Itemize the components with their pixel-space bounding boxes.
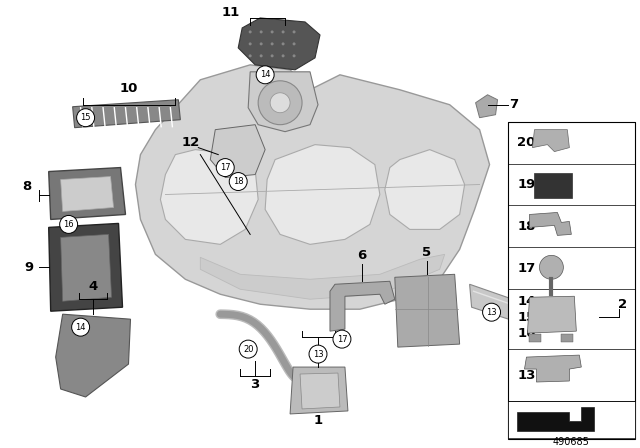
Text: 19: 19 [518,178,536,191]
Text: 12: 12 [181,136,200,149]
Text: 14: 14 [518,295,536,308]
Text: 20: 20 [518,136,536,149]
Text: 11: 11 [221,6,239,19]
Circle shape [249,54,252,57]
Polygon shape [290,367,348,414]
Polygon shape [72,100,180,128]
Polygon shape [49,224,122,311]
Bar [561,334,573,342]
Text: 18: 18 [518,220,536,233]
Polygon shape [476,95,497,118]
Circle shape [72,318,90,336]
Text: 3: 3 [250,378,260,391]
Polygon shape [200,254,445,299]
Text: 1: 1 [314,414,323,427]
Circle shape [60,215,77,233]
Bar [529,334,541,342]
Text: 17: 17 [518,262,536,275]
Polygon shape [470,284,607,351]
Circle shape [260,30,262,34]
Text: 13: 13 [313,349,323,358]
Circle shape [229,172,247,190]
Polygon shape [532,129,570,151]
Circle shape [77,109,95,127]
Circle shape [260,43,262,45]
Polygon shape [529,212,572,235]
Polygon shape [330,281,395,331]
Polygon shape [527,296,577,333]
Polygon shape [518,407,595,431]
Polygon shape [385,150,465,229]
Text: 17: 17 [220,163,230,172]
Circle shape [258,81,302,125]
Polygon shape [161,150,258,244]
Circle shape [260,54,262,57]
Text: 8: 8 [22,180,31,193]
Text: 4: 4 [88,280,97,293]
Circle shape [540,255,563,279]
Text: 10: 10 [119,82,138,95]
Circle shape [249,43,252,45]
Circle shape [282,54,285,57]
Circle shape [282,43,285,45]
Text: 14: 14 [260,70,270,79]
Polygon shape [56,314,131,397]
Circle shape [292,30,296,34]
Text: 15: 15 [81,113,91,122]
Circle shape [239,340,257,358]
Text: 13: 13 [486,308,497,317]
Text: 18: 18 [233,177,244,186]
Polygon shape [265,145,380,244]
Text: 15: 15 [518,310,536,324]
Polygon shape [136,65,490,309]
Circle shape [282,30,285,34]
Circle shape [309,345,327,363]
Bar [534,172,572,198]
Text: 20: 20 [243,345,253,353]
Text: 2: 2 [618,298,627,311]
Circle shape [271,30,274,34]
Text: 6: 6 [357,249,367,262]
Circle shape [271,54,274,57]
Text: 7: 7 [509,98,518,111]
Text: 9: 9 [24,261,33,274]
Circle shape [292,54,296,57]
Polygon shape [61,177,113,211]
Circle shape [483,303,500,321]
Circle shape [333,330,351,348]
Polygon shape [211,125,265,177]
Circle shape [249,30,252,34]
Circle shape [270,93,290,113]
Polygon shape [395,274,460,347]
Circle shape [271,43,274,45]
Polygon shape [524,355,581,382]
Text: 14: 14 [76,323,86,332]
Text: 17: 17 [337,335,348,344]
Circle shape [256,66,274,84]
Text: 490685: 490685 [553,437,590,447]
Polygon shape [248,72,318,132]
Polygon shape [49,168,125,220]
Bar [508,401,635,438]
Text: 13: 13 [518,369,536,382]
Bar [508,122,635,439]
Circle shape [216,159,234,177]
Circle shape [292,43,296,45]
Text: 16: 16 [518,327,536,340]
Polygon shape [300,373,340,409]
Polygon shape [238,18,320,70]
Polygon shape [61,234,111,301]
Text: 16: 16 [63,220,74,229]
Text: 5: 5 [422,246,431,259]
